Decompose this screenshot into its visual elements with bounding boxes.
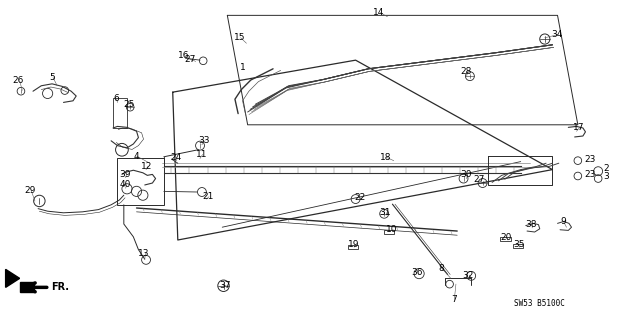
Text: 22: 22 <box>354 193 366 202</box>
Text: 20: 20 <box>500 233 512 242</box>
Text: 8: 8 <box>438 264 444 273</box>
Text: 36: 36 <box>411 268 423 277</box>
Text: 5: 5 <box>50 73 55 82</box>
Text: 3: 3 <box>603 172 609 181</box>
Text: 17: 17 <box>573 123 584 132</box>
Text: 19: 19 <box>348 240 359 249</box>
Text: FR.: FR. <box>51 282 70 292</box>
Text: 9: 9 <box>560 217 566 226</box>
Bar <box>500 237 511 241</box>
Bar <box>113 98 127 128</box>
Text: 29: 29 <box>24 186 36 195</box>
Bar <box>117 158 164 205</box>
Text: 18: 18 <box>380 153 391 162</box>
Text: 33: 33 <box>198 136 210 145</box>
Text: 13: 13 <box>138 249 150 258</box>
Text: 7: 7 <box>451 295 457 304</box>
Text: 27: 27 <box>473 175 485 184</box>
Text: 35: 35 <box>513 240 525 249</box>
Polygon shape <box>20 282 34 292</box>
Text: SW53 B5100C: SW53 B5100C <box>514 300 565 308</box>
Text: 28: 28 <box>460 68 472 76</box>
Text: 32: 32 <box>462 271 474 280</box>
Polygon shape <box>6 269 20 287</box>
Bar <box>384 230 394 234</box>
Text: 34: 34 <box>551 30 563 39</box>
Text: 23: 23 <box>584 170 596 179</box>
Text: 16: 16 <box>178 52 189 60</box>
Text: 2: 2 <box>603 164 609 173</box>
Text: 39: 39 <box>119 170 131 179</box>
Text: 27: 27 <box>184 55 196 64</box>
Text: 11: 11 <box>196 150 207 159</box>
Text: 37: 37 <box>219 281 231 290</box>
Text: 6: 6 <box>113 94 119 103</box>
Text: 10: 10 <box>386 225 398 234</box>
Text: 23: 23 <box>584 155 596 164</box>
Text: 12: 12 <box>141 162 152 171</box>
Bar <box>348 245 358 249</box>
Text: 40: 40 <box>119 180 131 189</box>
Text: 25: 25 <box>123 100 135 109</box>
Text: 38: 38 <box>526 220 537 229</box>
Text: 4: 4 <box>133 152 139 161</box>
Text: 1: 1 <box>240 63 246 72</box>
Text: 30: 30 <box>460 170 472 179</box>
Text: 21: 21 <box>202 192 213 201</box>
Bar <box>513 244 523 248</box>
Text: 31: 31 <box>380 208 391 217</box>
Text: 15: 15 <box>234 33 245 42</box>
Text: 24: 24 <box>170 153 182 162</box>
Text: 14: 14 <box>373 8 385 17</box>
Text: 26: 26 <box>13 76 24 85</box>
